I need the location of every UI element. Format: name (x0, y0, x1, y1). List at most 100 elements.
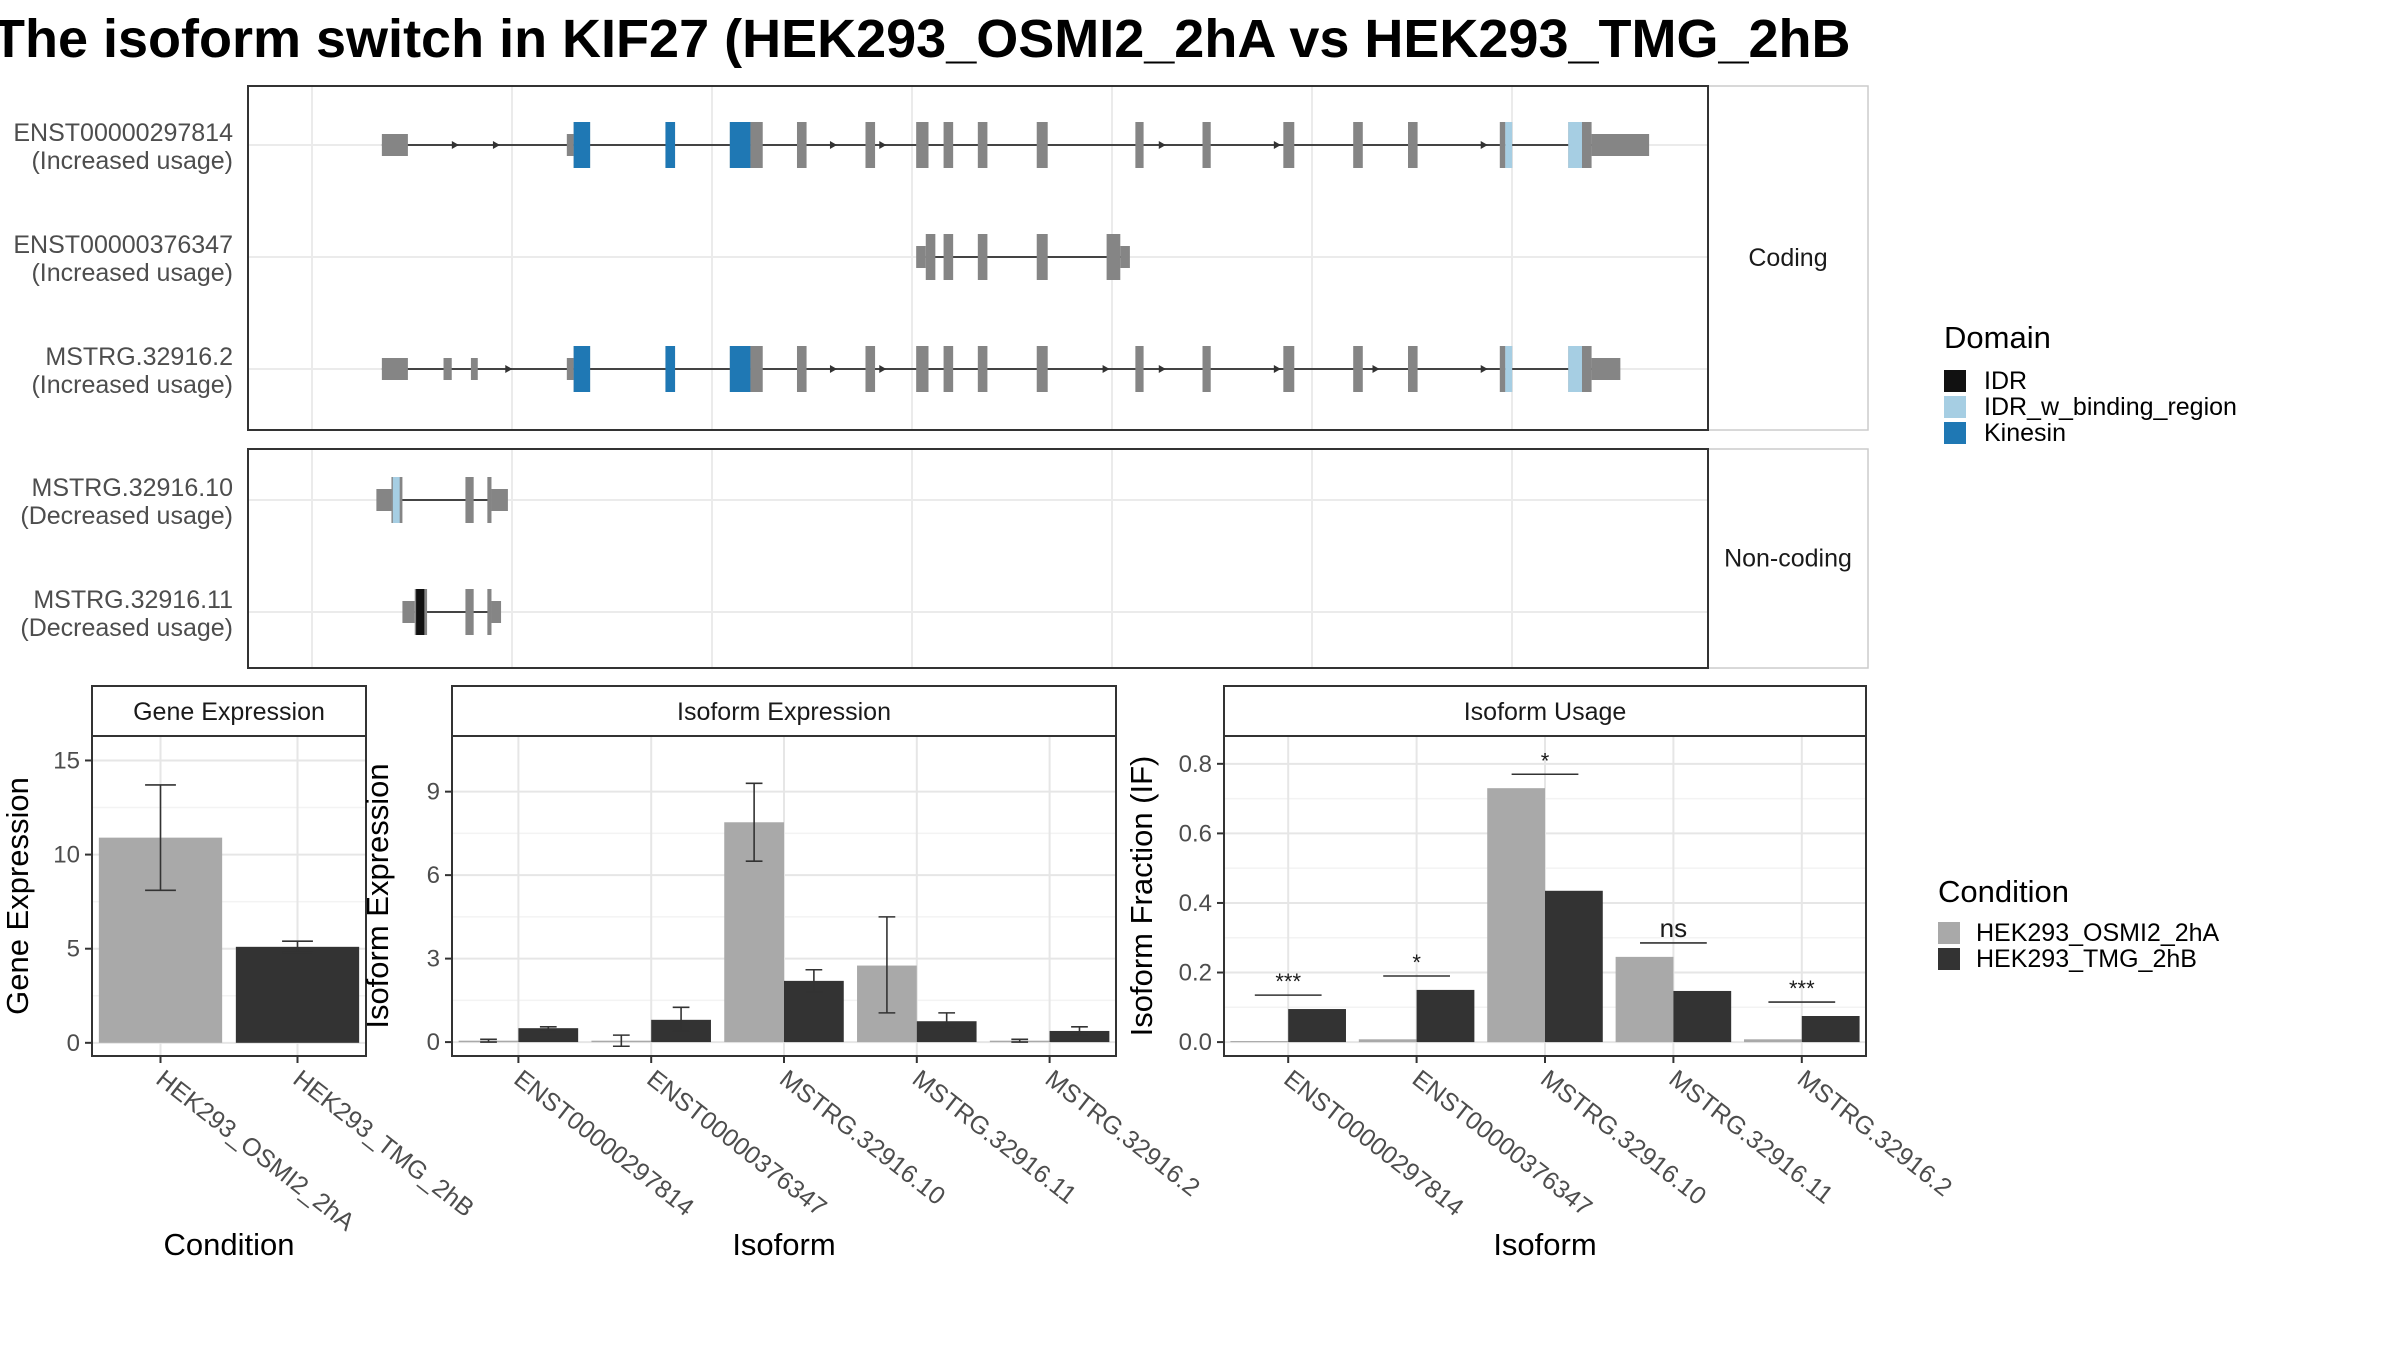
legend-condition-label: HEK293_OSMI2_2hA (1976, 919, 2220, 947)
domain-block (665, 346, 676, 392)
exon-block (865, 122, 876, 168)
domain-block (573, 122, 591, 168)
y-tick-label: 5 (67, 936, 80, 963)
exon-block (1135, 346, 1144, 392)
exon-block (1135, 122, 1144, 168)
strand-arrow (1273, 365, 1281, 373)
exon-block (1581, 346, 1592, 392)
y-tick-label: 6 (427, 862, 440, 889)
structure-panel-border (247, 85, 1709, 431)
exon-block (381, 134, 408, 156)
chart-3: *****ns***Isoform Usage0.00.20.40.60.8EN… (1124, 685, 1957, 1262)
strand-arrow (451, 141, 459, 149)
chart-2: Isoform Expression0369ENST00000297814ENS… (360, 685, 1205, 1262)
group-strip-label: Coding (1748, 244, 1827, 272)
legend-domain-label: IDR (1984, 367, 2027, 395)
chart-1: Gene Expression051015HEK293_OSMI2_2hAHEK… (0, 685, 479, 1262)
exon-block (1591, 358, 1621, 380)
transcript-usage: (Decreased usage) (20, 614, 233, 642)
bar (1801, 1016, 1860, 1043)
strand-arrow (1480, 141, 1488, 149)
exon-block (796, 346, 807, 392)
domain-block (573, 346, 591, 392)
strand-arrow (829, 141, 837, 149)
bar (1673, 990, 1732, 1043)
group-strip (1707, 85, 1869, 431)
facet-strip (451, 685, 1117, 737)
bar (1288, 1009, 1346, 1043)
group-strip (1707, 448, 1869, 669)
domain-block (1505, 346, 1513, 392)
exon-block (750, 346, 763, 392)
exon-block (750, 122, 763, 168)
bar (1358, 1039, 1417, 1043)
figure-title: The isoform switch in KIF27 (HEK293_OSMI… (0, 9, 1851, 69)
domain-block (729, 122, 751, 168)
exon-block (925, 234, 936, 280)
transcript-usage: (Increased usage) (31, 371, 233, 399)
exon-block (465, 477, 474, 523)
domain-block (1568, 122, 1582, 168)
facet-strip (91, 685, 367, 737)
domain-block (665, 122, 676, 168)
domain-block (729, 346, 751, 392)
x-axis-label: Condition (164, 1227, 295, 1262)
exon-block (1591, 134, 1650, 156)
bar (1487, 788, 1545, 1043)
exon-block (1120, 246, 1130, 268)
strand-arrow (1480, 365, 1488, 373)
exon-block (1353, 346, 1363, 392)
transcript-name: MSTRG.32916.2 (45, 343, 233, 371)
transcript-name: MSTRG.32916.10 (32, 474, 234, 502)
strand-arrow (1158, 141, 1166, 149)
exon-block (1283, 122, 1295, 168)
exon-block (977, 122, 988, 168)
y-axis-label: Isoform Fraction (IF) (1124, 756, 1159, 1037)
significance-label: * (1412, 950, 1421, 975)
exon-block (566, 134, 574, 156)
exon-block (796, 122, 807, 168)
facet-strip (1223, 685, 1867, 737)
exon-block (1581, 122, 1592, 168)
y-tick-label: 0.2 (1179, 960, 1212, 987)
legend-domain-title: Domain (1944, 320, 2051, 355)
exon-block (1408, 346, 1418, 392)
legend-condition-title: Condition (1938, 874, 2069, 909)
exon-block (916, 246, 926, 268)
strand-arrow (492, 141, 500, 149)
transcript-track: ENST00000297814(Increased usage) (13, 119, 1650, 175)
exon-block (1499, 122, 1506, 168)
domain-block (392, 477, 400, 523)
legend-domain-label: IDR_w_binding_region (1984, 393, 2237, 421)
significance-label: *** (1275, 969, 1301, 994)
exon-block (916, 346, 929, 392)
legend-domain-swatch (1944, 370, 1966, 392)
transcript-track: MSTRG.32916.2(Increased usage) (31, 343, 1621, 399)
exon-block (470, 358, 478, 380)
legend-condition-swatch (1938, 948, 1960, 970)
transcript-track: MSTRG.32916.11(Decreased usage) (20, 586, 502, 642)
transcript-structure-panel: Coding Non-coding ENST00000297814(Increase… (13, 85, 1869, 669)
strand-arrow (829, 365, 837, 373)
strand-arrow (1158, 365, 1166, 373)
exon-block (977, 346, 988, 392)
exon-block (443, 358, 452, 380)
bar (1545, 890, 1603, 1043)
y-tick-label: 0.8 (1179, 751, 1212, 778)
exon-block (1036, 234, 1048, 280)
facet-strip-title: Isoform Usage (1464, 698, 1627, 726)
exon-block (1408, 122, 1418, 168)
strand-arrow (1273, 141, 1281, 149)
y-tick-label: 15 (53, 747, 80, 774)
legend-domain-swatch (1944, 396, 1966, 418)
bar (1744, 1039, 1802, 1043)
exon-block (1353, 122, 1363, 168)
bar (1416, 989, 1475, 1043)
bar (916, 1021, 977, 1043)
y-tick-label: 9 (427, 779, 440, 806)
group-strip-label: Non-coding (1724, 545, 1852, 573)
facet-strip-title: Gene Expression (133, 698, 325, 726)
exon-block (1036, 346, 1048, 392)
y-axis-label: Gene Expression (0, 777, 35, 1015)
exon-block (916, 122, 929, 168)
